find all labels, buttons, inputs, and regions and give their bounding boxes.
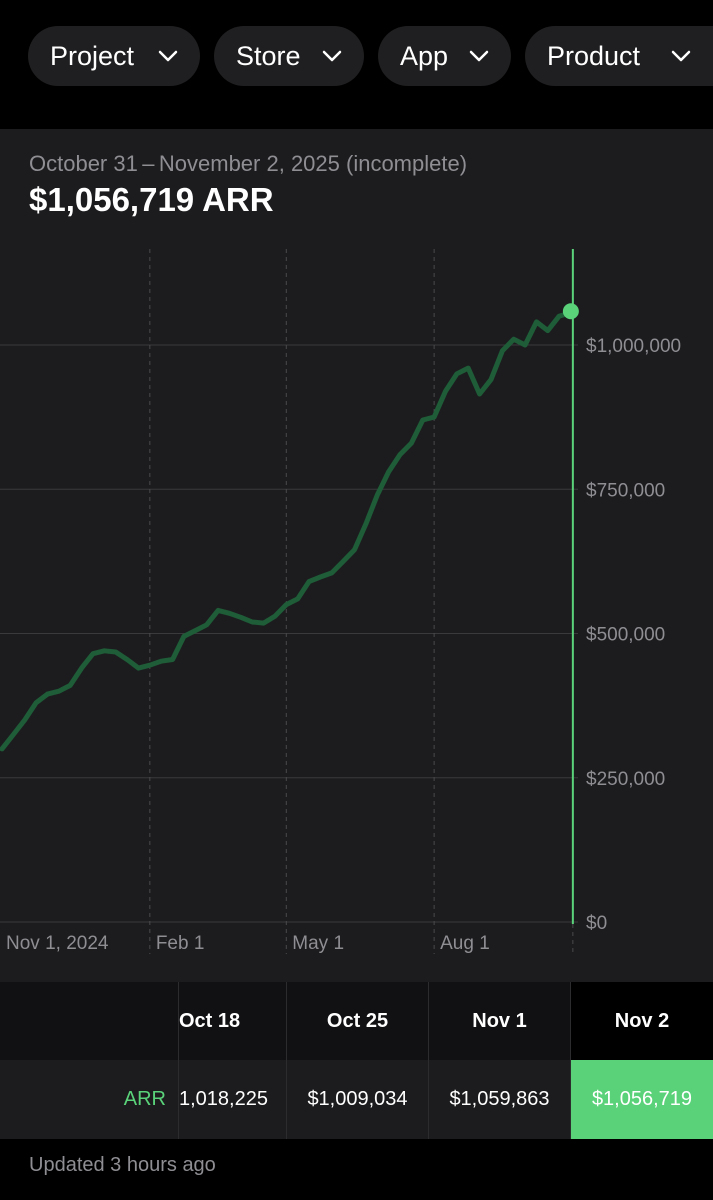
column-header[interactable]: Oct 18: [178, 982, 286, 1060]
updated-status: Updated 3 hours ago: [29, 1154, 216, 1176]
chevron-down-icon: [671, 50, 691, 62]
chevron-down-icon: [469, 50, 489, 62]
chevron-down-icon: [158, 50, 178, 62]
period-label: October 31 – November 2, 2025 (incomplet…: [29, 151, 468, 176]
product-filter-label: Product: [547, 40, 641, 71]
x-tick-label: May 1: [292, 933, 344, 954]
table-header-row: Oct 18 Oct 25 Nov 1 Nov 2: [0, 982, 713, 1060]
x-tick-label: Nov 1, 2024: [6, 933, 109, 954]
x-tick-label: Feb 1: [156, 933, 205, 954]
app-filter-label: App: [400, 40, 449, 71]
project-filter-label: Project: [50, 40, 135, 71]
product-filter-button[interactable]: Product: [525, 26, 713, 86]
row-label-arr: ARR: [123, 1088, 166, 1110]
chevron-down-icon: [322, 50, 342, 62]
column-header[interactable]: Oct 25: [286, 982, 428, 1060]
y-tick-label: $1,000,000: [586, 336, 681, 357]
app-filter-button[interactable]: App: [378, 26, 511, 86]
total-arr-value: $1,056,719 ARR: [29, 181, 274, 218]
table-cell[interactable]: $1,009,034: [286, 1060, 428, 1139]
table-row: ARR 1,018,225 $1,009,034 $1,059,863 $1,0…: [0, 1060, 713, 1139]
store-filter-button[interactable]: Store: [214, 26, 364, 86]
arr-series-line: [0, 309, 576, 752]
y-tick-label: $500,000: [586, 625, 665, 646]
arr-chart-card: October 31 – November 2, 2025 (incomplet…: [0, 129, 713, 982]
column-header[interactable]: Nov 1: [428, 982, 570, 1060]
filter-bar: Project Store App Product: [0, 0, 713, 112]
column-header[interactable]: Nov 2: [570, 982, 713, 1060]
arr-table: Oct 18 Oct 25 Nov 1 Nov 2 ARR 1,018,225 …: [0, 982, 713, 1139]
selected-data-point: [562, 303, 579, 320]
y-tick-label: $0: [586, 913, 607, 934]
y-tick-label: $250,000: [586, 769, 665, 790]
table-cell[interactable]: 1,018,225: [178, 1060, 286, 1139]
y-tick-label: $750,000: [586, 480, 665, 501]
x-tick-label: Aug 1: [440, 933, 490, 954]
table-cell[interactable]: $1,059,863: [428, 1060, 570, 1139]
project-filter-button[interactable]: Project: [28, 26, 200, 86]
store-filter-label: Store: [236, 40, 301, 71]
table-cell-selected[interactable]: $1,056,719: [570, 1060, 713, 1139]
arr-line-chart[interactable]: $0 $250,000 $500,000 $750,000 $1,000,000 Nov …: [0, 129, 713, 982]
